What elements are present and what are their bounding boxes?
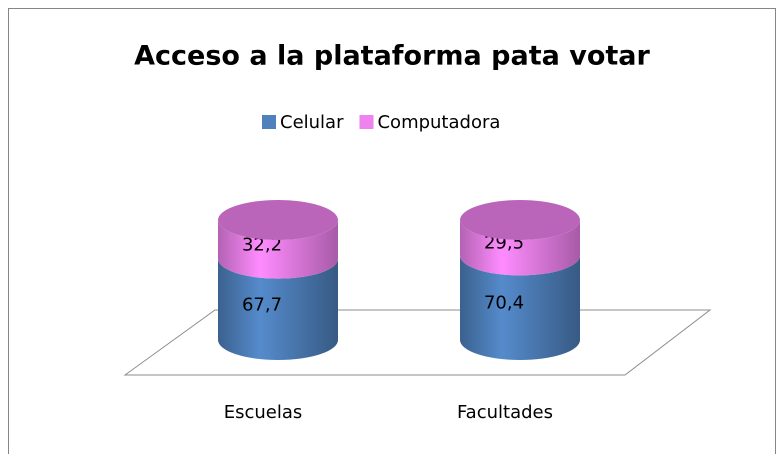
legend-swatch: [262, 115, 276, 129]
cylinder-segment: [460, 220, 580, 276]
data-label: 67,7: [242, 294, 282, 315]
x-tick-label: Facultades: [457, 402, 553, 423]
legend-swatch: [359, 115, 374, 129]
floor: [123, 309, 712, 376]
chart-title: Acceso a la plataforma pata votar: [134, 41, 650, 72]
x-tick-label: Escuelas: [224, 402, 303, 423]
legend-label: Computadora: [377, 112, 500, 133]
cylinder-segment: [218, 220, 339, 279]
data-label: 70,4: [484, 293, 524, 314]
cylinder-cap: [218, 200, 338, 240]
cylinder-cap: [460, 200, 580, 240]
cylinder-segment: [460, 255, 580, 360]
chart-frame: [8, 8, 776, 454]
cylinder-segment: [218, 258, 339, 360]
legend-label: Celular: [280, 112, 344, 133]
